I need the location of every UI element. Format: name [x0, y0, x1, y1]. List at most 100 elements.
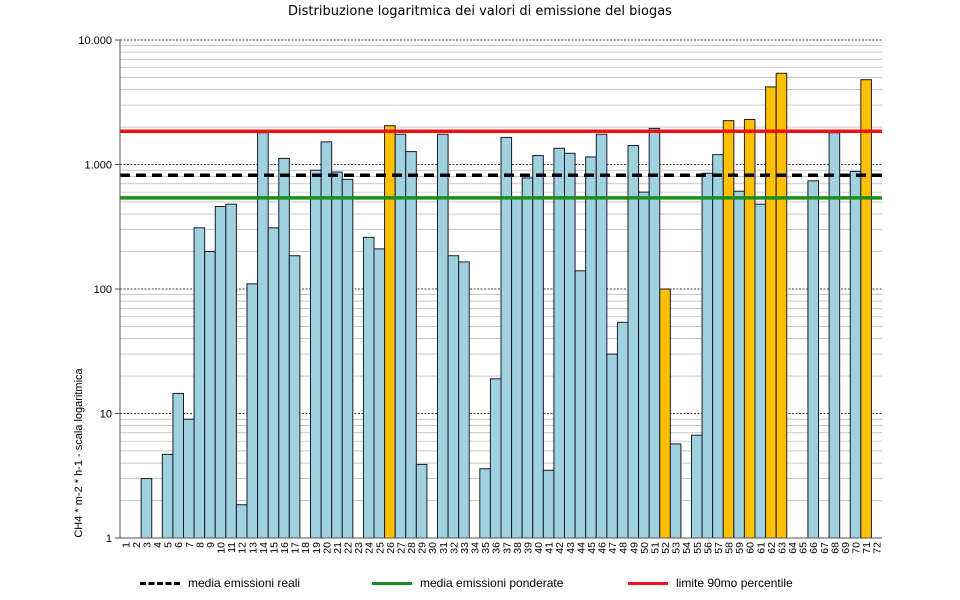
- legend-swatch: [140, 581, 180, 585]
- bar-45: [585, 156, 597, 539]
- x-tick-label: 27: [395, 542, 407, 554]
- x-tick-label: 6: [173, 542, 185, 548]
- x-tick-label: 31: [438, 542, 450, 554]
- bar-50: [638, 191, 650, 539]
- x-tick-label: 40: [533, 542, 545, 554]
- y-tick-label: 100: [94, 284, 112, 296]
- x-tick-label: 53: [671, 542, 683, 554]
- bar-19: [310, 169, 322, 539]
- x-tick-label: 41: [544, 542, 556, 554]
- reference-lines: [120, 129, 882, 200]
- x-tick-label: 46: [597, 542, 609, 554]
- y-tick-label: 10.000: [78, 35, 112, 47]
- x-tick-label: 16: [279, 542, 291, 554]
- bar-66: [807, 180, 820, 539]
- bar-8: [193, 227, 206, 539]
- bar-70: [849, 170, 862, 539]
- x-tick-label: 52: [660, 542, 672, 554]
- bar-44: [574, 270, 587, 539]
- bar-61: [754, 203, 767, 539]
- x-tick-label: 30: [427, 542, 439, 554]
- x-tick-label: 63: [776, 542, 788, 554]
- legend-label: media emissioni reali: [188, 576, 301, 590]
- x-tick-label: 26: [385, 542, 397, 554]
- bar-29: [415, 463, 428, 539]
- x-tick-label: 68: [829, 542, 841, 554]
- bar-60: [743, 118, 756, 539]
- bar-9: [204, 251, 216, 539]
- legend-item-3: limite 90mo percentile: [628, 576, 793, 590]
- x-tick-label: 45: [586, 542, 598, 554]
- x-tick-label: 66: [808, 542, 820, 554]
- bar-43: [564, 152, 576, 539]
- bar-15: [267, 227, 280, 539]
- chart-title: Distribuzione logaritmica dei valori di …: [288, 4, 672, 19]
- bar-71: [860, 79, 872, 539]
- x-tick-label: 18: [300, 542, 312, 554]
- bar-59: [733, 190, 745, 539]
- x-tick-label: 69: [840, 542, 852, 554]
- bar-13: [246, 283, 259, 539]
- x-tick-label: 56: [702, 542, 714, 554]
- bar-24: [362, 236, 375, 539]
- x-tick-label: 67: [819, 542, 831, 554]
- x-tick-label: 2: [131, 542, 143, 548]
- bar-36: [489, 378, 502, 539]
- bar-10: [214, 205, 227, 539]
- x-tick-label: 72: [872, 542, 884, 554]
- x-tick-label: 15: [268, 542, 280, 554]
- bar-62: [765, 86, 777, 539]
- x-tick-label: 29: [417, 542, 429, 554]
- x-tick-label: 64: [787, 542, 799, 554]
- legend-label: media emissioni ponderate: [420, 576, 564, 590]
- x-tick-label: 49: [628, 542, 640, 554]
- bar-28: [405, 151, 417, 539]
- x-tick-label: 35: [480, 542, 492, 554]
- bar-51: [648, 127, 661, 539]
- legend-item-1: media emissioni reali: [140, 576, 300, 590]
- x-tick-label: 61: [755, 542, 767, 554]
- x-tick-label: 47: [607, 542, 619, 554]
- x-tick-label: 54: [681, 542, 693, 554]
- x-tick-label: 48: [618, 542, 630, 554]
- y-tick-label: 10: [100, 409, 112, 421]
- bar-7: [183, 418, 195, 539]
- legend-swatch: [372, 581, 412, 585]
- x-tick-label: 17: [290, 542, 302, 554]
- bar-49: [627, 145, 640, 539]
- bar-35: [479, 468, 491, 539]
- x-tick-label: 70: [851, 542, 863, 554]
- bar-68: [828, 132, 841, 539]
- bar-27: [394, 133, 407, 539]
- x-tick-label: 71: [861, 542, 873, 554]
- y-tick-label: 1.000: [84, 160, 112, 172]
- x-tick-label: 58: [724, 542, 736, 554]
- x-tick-label: 60: [745, 542, 757, 554]
- x-tick-label: 33: [459, 542, 471, 554]
- x-tick-label: 8: [194, 542, 206, 548]
- x-tick-label: 32: [448, 542, 460, 554]
- bar-48: [616, 321, 629, 539]
- x-tick-label: 1: [120, 542, 132, 548]
- x-tick-label: 19: [311, 542, 323, 554]
- x-tick-label: 23: [353, 542, 365, 554]
- bar-12: [235, 504, 248, 539]
- bar-5: [161, 453, 174, 539]
- bar-26: [384, 125, 396, 539]
- x-tick-label: 36: [491, 542, 503, 554]
- x-tick-label: 59: [734, 542, 746, 554]
- x-tick-label: 44: [575, 542, 587, 554]
- x-tick-label: 37: [501, 542, 513, 554]
- bar-20: [320, 141, 333, 539]
- bar-11: [225, 203, 237, 539]
- bar-41: [542, 469, 555, 539]
- bar-46: [595, 133, 608, 539]
- legend-label: limite 90mo percentile: [676, 576, 793, 590]
- bar-22: [341, 178, 354, 539]
- bar-14: [257, 132, 269, 539]
- x-tick-label: 11: [226, 542, 238, 553]
- x-tick-label: 5: [163, 542, 175, 548]
- x-tick-label: 12: [237, 542, 249, 554]
- bar-58: [722, 120, 735, 539]
- x-tick-label: 51: [649, 542, 661, 554]
